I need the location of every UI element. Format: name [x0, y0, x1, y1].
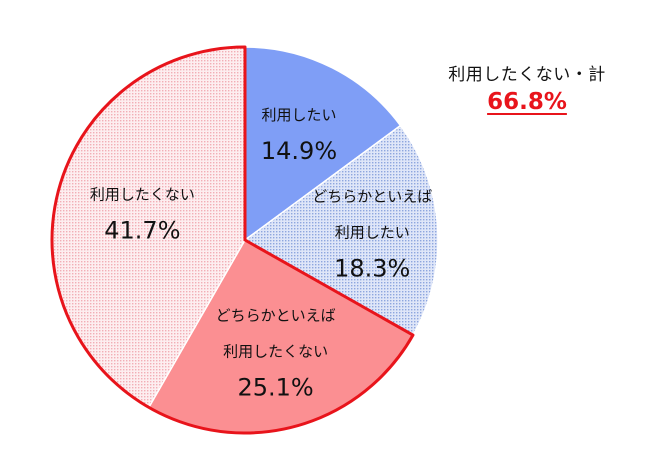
slice-label-2-line-1: どちらかといえば — [312, 187, 432, 205]
pie-slice-1 — [244, 46, 402, 242]
slice-label-2-line-2: 利用したい — [335, 223, 410, 241]
unwilling-total-outline — [50, 45, 415, 435]
slice-value-1: 14.9% — [261, 137, 337, 165]
slice-value-2: 18.3% — [334, 254, 410, 282]
pie-slices — [51, 46, 439, 434]
pie-slice-2 — [243, 124, 439, 337]
slice-value-3: 25.1% — [237, 374, 313, 402]
total-callout: 利用したくない・計 66.8% — [422, 60, 632, 115]
highlight-outline — [50, 45, 415, 435]
slice-label-3-line-2: 利用したくない — [223, 343, 328, 361]
callout-label: 利用したくない・計 — [448, 65, 606, 85]
slice-label-1-line-1: 利用したい — [261, 106, 336, 124]
callout-value: 66.8% — [487, 89, 567, 115]
pie-labels: 利用したい14.9%どちらかといえば利用したい18.3%どちらかといえば利用した… — [90, 106, 432, 402]
slice-value-4: 41.7% — [104, 217, 180, 245]
slice-label-4-line-1: 利用したくない — [90, 186, 195, 204]
slice-label-3-line-1: どちらかといえば — [216, 307, 336, 325]
